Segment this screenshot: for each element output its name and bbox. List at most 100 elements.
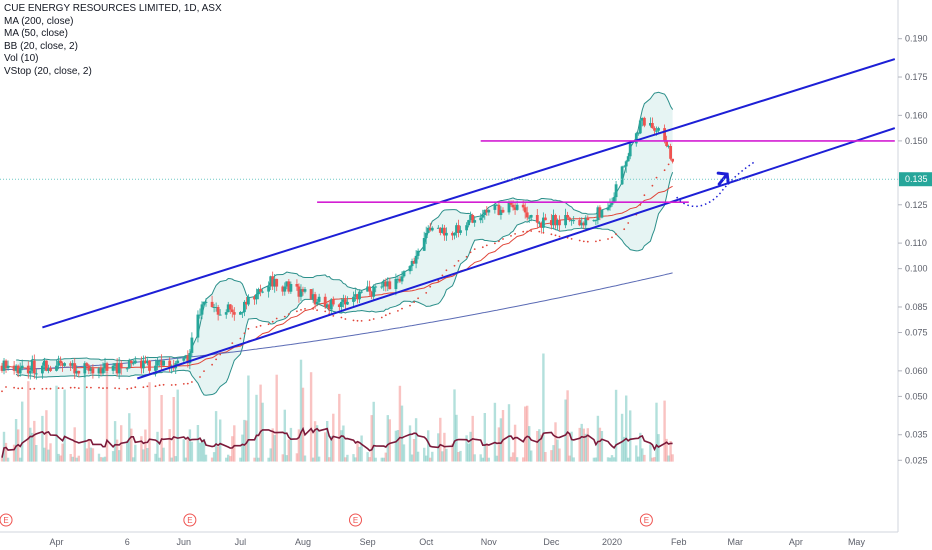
time-tick-label: 6	[125, 537, 130, 547]
candle-body	[188, 353, 192, 364]
volume-bar	[459, 450, 462, 462]
volume-bar	[400, 405, 404, 462]
volume-bar	[295, 453, 299, 462]
vstop-dot	[417, 297, 419, 300]
candle	[386, 277, 390, 291]
vstop-dot	[203, 370, 205, 372]
candle	[544, 213, 547, 221]
earnings-marker-label: E	[3, 516, 8, 525]
candle-body	[317, 296, 321, 302]
candle	[527, 215, 531, 223]
candle	[245, 297, 248, 310]
candle	[352, 291, 355, 307]
volume-bar	[239, 457, 242, 462]
volume-bar	[552, 445, 555, 462]
candle-body	[521, 204, 525, 208]
price-tick-label: 0.160	[905, 110, 928, 120]
legend-bb[interactable]: BB (20, close, 2)	[4, 40, 78, 52]
candle	[184, 354, 188, 359]
candle	[535, 209, 539, 228]
candle-body	[119, 363, 123, 369]
candle-body	[544, 217, 547, 221]
candle	[32, 354, 36, 379]
candle	[370, 290, 374, 300]
candle	[467, 219, 470, 228]
volume-bar	[629, 410, 632, 462]
volume-bar	[168, 429, 171, 462]
vstop-dot	[582, 240, 585, 243]
volume-bar	[453, 389, 456, 462]
candle	[356, 293, 359, 304]
candle	[568, 216, 571, 222]
candle	[354, 289, 357, 302]
vstop-dot	[191, 381, 193, 383]
vstop-dot	[356, 319, 359, 322]
candle	[103, 357, 107, 373]
candle-body	[226, 304, 230, 313]
legend-ma200[interactable]: MA (200, close)	[4, 15, 74, 27]
candle	[125, 367, 129, 372]
vstop-dot	[623, 228, 626, 231]
candle	[188, 349, 192, 370]
vstop-dot	[607, 238, 609, 240]
volume-bar	[43, 447, 46, 462]
candle-body	[400, 276, 404, 282]
earnings-marker[interactable]: E	[0, 513, 13, 527]
candle	[198, 308, 202, 319]
candle	[99, 364, 103, 376]
legend-vstop[interactable]: VStop (20, close, 2)	[4, 65, 92, 77]
time-tick-label: 2020	[602, 537, 622, 547]
volume-bar	[289, 427, 293, 462]
vstop-dot	[13, 386, 16, 389]
candle	[342, 294, 345, 308]
candle	[539, 221, 543, 234]
candle	[299, 284, 303, 301]
volume-bar	[439, 417, 442, 462]
volume-bar	[202, 438, 206, 462]
candle	[61, 361, 64, 372]
earnings-marker-circle	[639, 513, 653, 527]
price-tick-label: 0.190	[905, 34, 928, 44]
candle-body	[301, 289, 305, 292]
vstop-dot	[514, 233, 516, 235]
vstop-dot	[130, 387, 133, 390]
candle	[412, 257, 416, 264]
candle	[73, 358, 77, 379]
legend-vol[interactable]: Vol (10)	[4, 53, 39, 65]
earnings-marker[interactable]: E	[183, 513, 197, 527]
candle-body	[243, 301, 246, 313]
candle-body	[327, 304, 331, 310]
candle-body	[495, 204, 499, 206]
vstop-dot	[1, 390, 3, 393]
candle	[148, 360, 151, 375]
earnings-marker-circle	[349, 513, 362, 527]
earnings-marker[interactable]: E	[349, 513, 362, 527]
volume-bar	[148, 382, 151, 462]
legend-ma50[interactable]: MA (50, close)	[4, 28, 68, 40]
bb-fill	[16, 92, 673, 396]
candle-body	[443, 227, 446, 236]
volume-bar	[524, 406, 527, 462]
earnings-marker[interactable]: E	[639, 513, 653, 527]
volume-bar	[544, 452, 547, 462]
candle-body	[0, 365, 4, 371]
volume-bar	[196, 425, 200, 462]
volume-bar	[485, 443, 488, 462]
volume-bar	[285, 455, 288, 462]
candle	[380, 281, 384, 290]
volume-bar	[606, 457, 610, 462]
candle-body	[303, 289, 307, 292]
candle-body	[471, 215, 475, 223]
candle-body	[257, 289, 260, 295]
volume-bar	[273, 434, 276, 462]
candle-body	[202, 301, 206, 305]
candle-body	[154, 365, 157, 371]
vstop-dot	[368, 319, 371, 321]
volume-bar	[639, 432, 642, 462]
vstop-dot	[21, 387, 24, 390]
candle	[131, 360, 135, 366]
candle-body	[507, 202, 511, 213]
vstop-dot	[186, 382, 189, 385]
